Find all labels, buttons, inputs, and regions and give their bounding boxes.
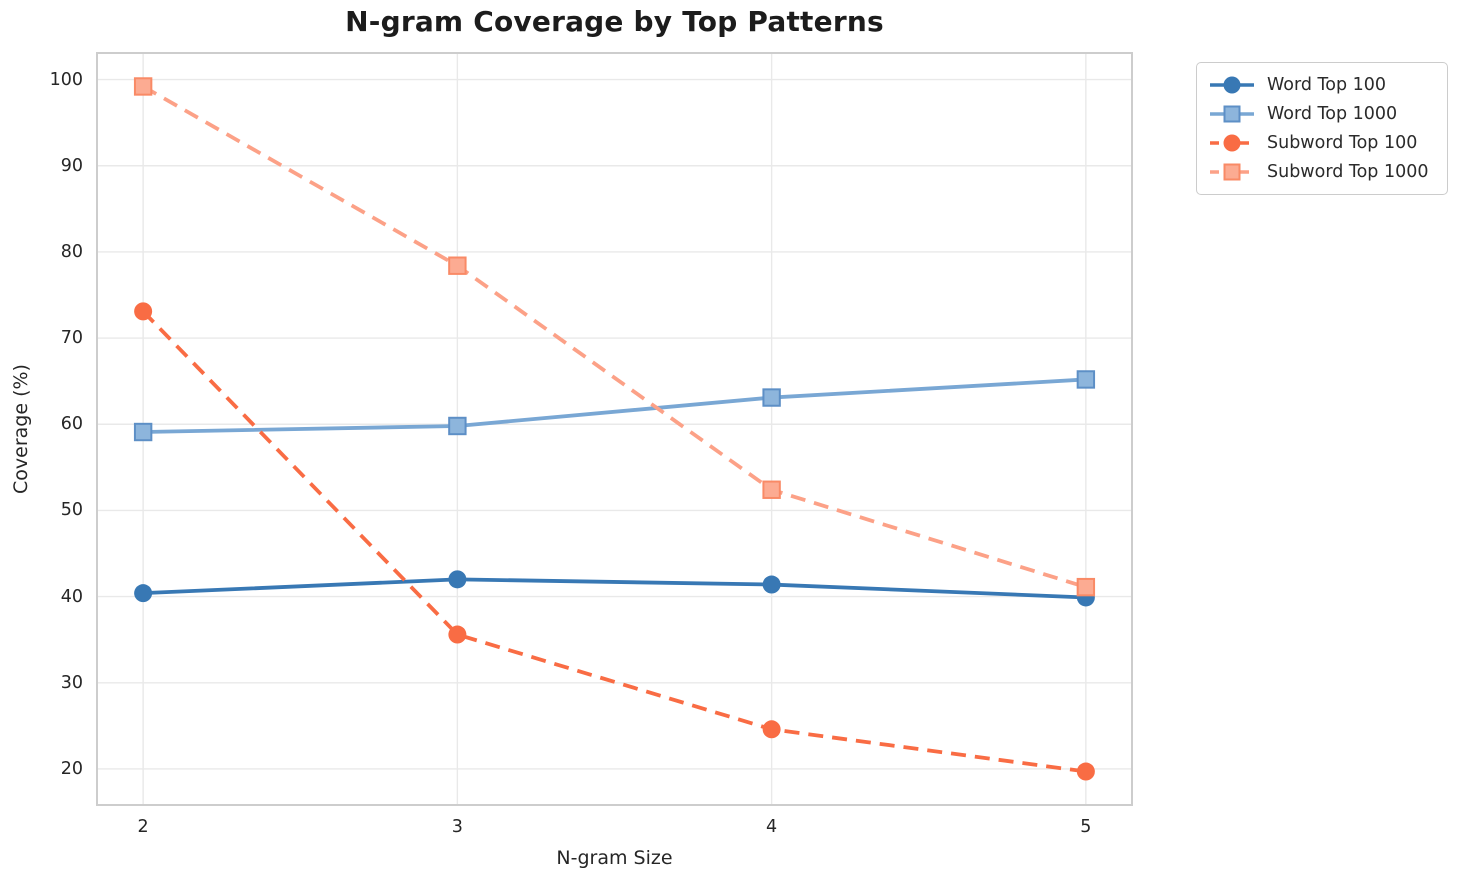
y-tick-label: 80 [60,241,83,262]
legend-swatch [1210,134,1254,152]
legend-item: Word Top 1000 [1209,103,1429,125]
series-line-subword-top-100 [141,310,1087,774]
y-axis-label: Coverage (%) [10,364,32,494]
legend-item: Subword Top 100 [1209,132,1429,154]
data-point [134,584,153,603]
x-axis-label: N-gram Size [556,847,673,869]
data-point [133,77,153,96]
legend-item: Word Top 100 [1209,74,1429,96]
legend-swatch [1210,105,1254,123]
y-tick-label: 40 [60,586,83,607]
legend-item: Subword Top 1000 [1209,161,1429,183]
legend-label: Subword Top 100 [1267,133,1418,153]
legend-label: Word Top 100 [1267,75,1387,95]
y-tick-label: 20 [60,758,83,779]
data-point [448,256,467,275]
legend-swatch [1210,163,1254,181]
data-point [1076,577,1096,597]
chart-title: N-gram Coverage by Top Patterns [345,5,884,38]
data-point [1076,370,1096,389]
y-tick-label: 70 [60,328,83,349]
legend-label: Subword Top 1000 [1267,162,1429,182]
x-tick-label: 4 [766,817,778,837]
x-tick-label: 5 [1080,817,1092,837]
data-point [448,625,467,644]
y-tick-label: 50 [60,500,83,521]
legend-label: Word Top 1000 [1267,104,1398,124]
y-tick-label: 90 [60,155,83,176]
x-tick-label: 2 [137,817,149,837]
data-point [762,720,781,739]
series-line-word-top-100 [143,577,1086,600]
plot-area [96,52,1133,806]
plot-border [96,52,1133,806]
legend-swatch [1210,76,1254,94]
data-point [134,302,153,321]
data-point [762,480,781,499]
data-point [448,570,467,589]
legend: Word Top 100 Word Top 1000 Subword Top 100… [1196,62,1448,195]
plot-canvas [96,52,1133,806]
series-line-word-top-1000 [143,377,1086,434]
data-point [762,575,781,594]
y-tick-label: 30 [60,672,83,693]
data-point [133,422,153,442]
y-tick-label: 100 [49,69,83,90]
x-tick-label: 3 [451,817,463,837]
series-line-subword-top-1000 [142,84,1087,589]
data-point [762,388,781,407]
data-point [1076,762,1095,781]
data-point [448,416,467,436]
y-tick-label: 60 [60,414,83,435]
